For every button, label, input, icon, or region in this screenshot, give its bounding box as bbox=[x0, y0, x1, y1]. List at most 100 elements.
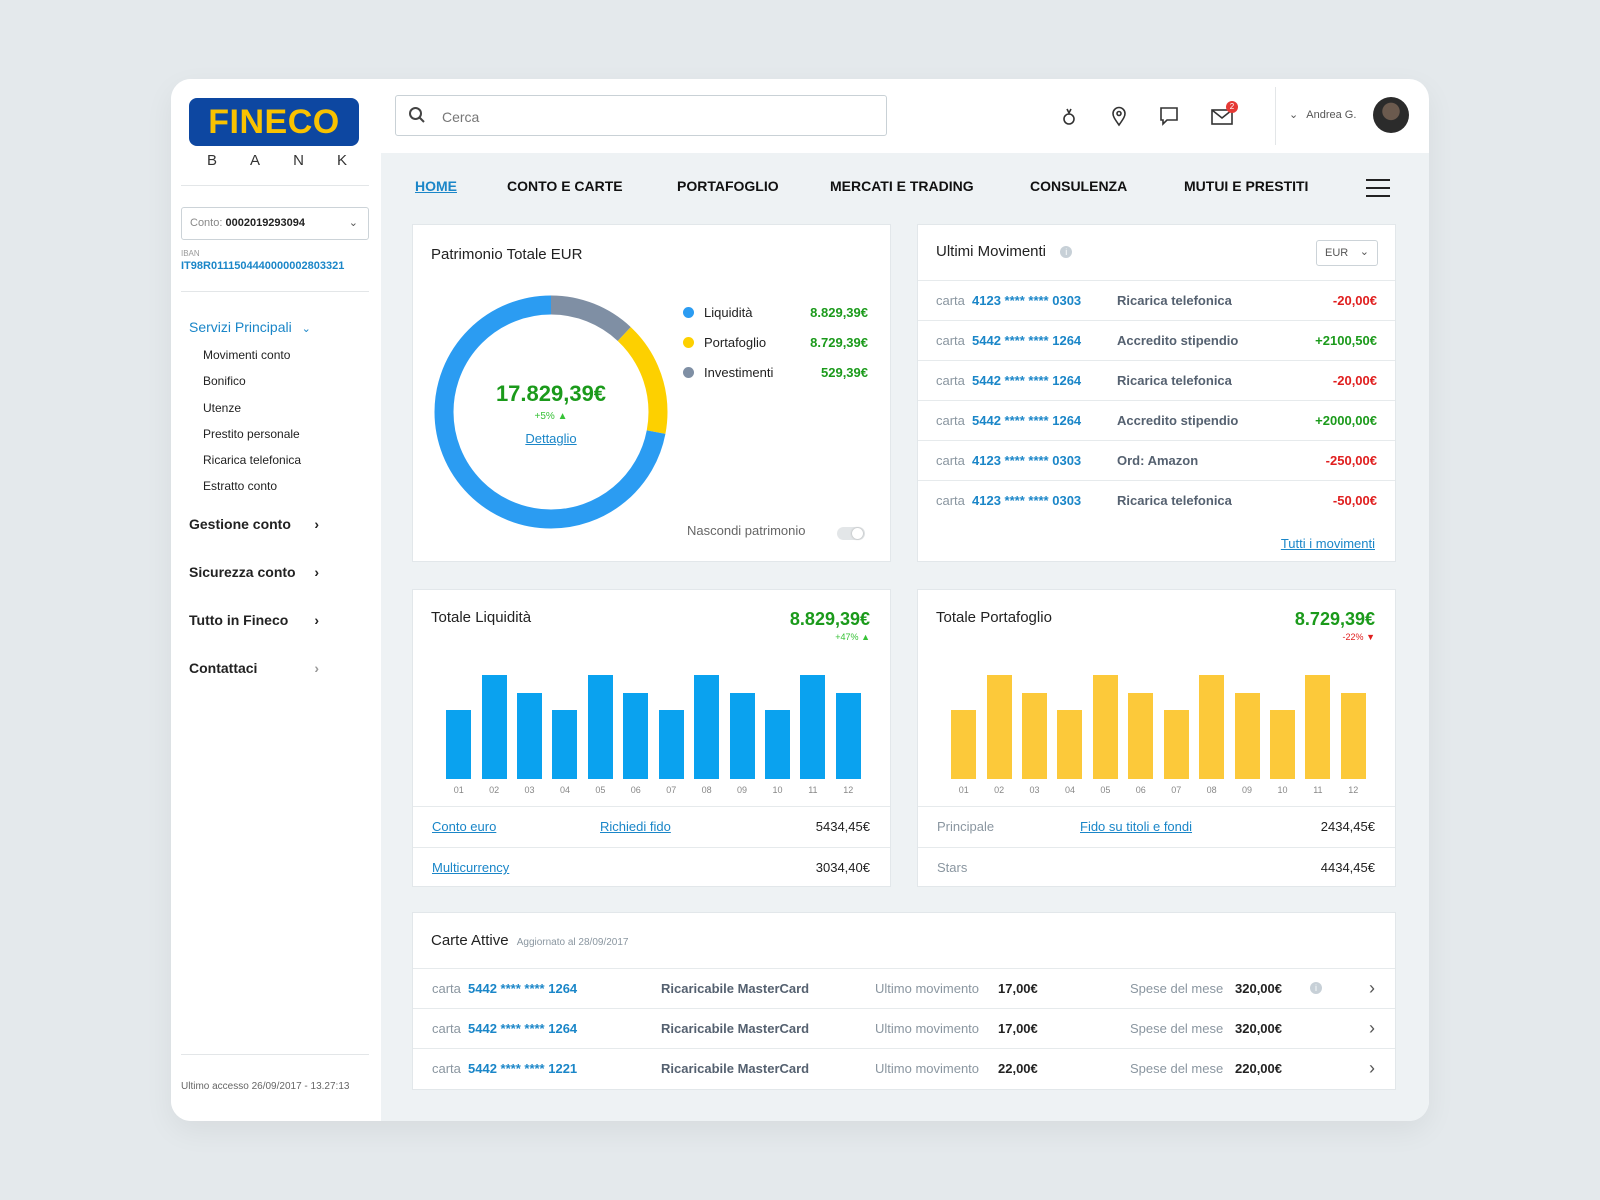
carta-row[interactable]: carta 5442 **** **** 1264 Ricaricabile Mas… bbox=[413, 968, 1395, 1008]
logo-letter: B bbox=[207, 152, 218, 169]
iban-label: IBAN bbox=[181, 249, 200, 258]
tutti-movimenti-link[interactable]: Tutti i movimenti bbox=[1280, 536, 1375, 551]
tab-portafoglio[interactable]: PORTAFOGLIO bbox=[677, 178, 779, 194]
row-amount: 3034,40€ bbox=[815, 860, 870, 875]
chart-bar bbox=[951, 710, 977, 779]
movimento-row[interactable]: carta 5442 **** **** 1264 Ricarica telefon… bbox=[918, 360, 1395, 400]
legend-item-portafoglio: Portafoglio 8.729,39€ bbox=[683, 335, 868, 350]
account-select[interactable]: Conto: 0002019293094 ⌄ bbox=[181, 207, 369, 240]
spese-label: Spese del mese bbox=[1130, 1061, 1224, 1076]
chevron-right-icon[interactable]: › bbox=[1369, 1058, 1375, 1078]
hamburger-menu-icon[interactable] bbox=[1366, 179, 1390, 203]
sidebar-section-tutto[interactable]: Tutto in Fineco › bbox=[189, 612, 319, 628]
movimento-row[interactable]: carta 4123 **** **** 0303 Ricarica telefon… bbox=[918, 280, 1395, 320]
legend-value: 8.729,39€ bbox=[810, 335, 868, 350]
patrimonio-total: 17.829,39€ bbox=[495, 381, 607, 406]
location-icon[interactable] bbox=[1107, 104, 1131, 128]
chevron-down-icon: ⌄ bbox=[348, 217, 358, 229]
tab-mercati[interactable]: MERCATI E TRADING bbox=[830, 178, 974, 194]
legend-label: Investimenti bbox=[704, 365, 774, 380]
fido-titoli-link[interactable]: Fido su titoli e fondi bbox=[1080, 819, 1193, 834]
conto-euro-link[interactable]: Conto euro bbox=[432, 819, 497, 834]
movimento-row[interactable]: carta 4123 **** **** 0303 Ord: Amazon -250,… bbox=[918, 440, 1395, 480]
carta-row[interactable]: carta 5442 **** **** 1221 Ricaricabile Mas… bbox=[413, 1048, 1395, 1088]
carta-row[interactable]: carta 5442 **** **** 1264 Ricaricabile Mas… bbox=[413, 1008, 1395, 1048]
user-menu[interactable]: ⌄ Andrea G. bbox=[1289, 108, 1356, 121]
card-type: Ricaricabile MasterCard bbox=[661, 1021, 810, 1036]
change-value: +5% bbox=[534, 411, 555, 422]
x-tick-label: 12 bbox=[1348, 785, 1359, 795]
chart-bar bbox=[1022, 692, 1048, 779]
legend-item-liquidita: Liquidità 8.829,39€ bbox=[683, 305, 868, 320]
last-move-value: 17,00€ bbox=[998, 1021, 1038, 1036]
sidebar-section-sicurezza[interactable]: Sicurezza conto › bbox=[189, 564, 319, 580]
liquidita-row: Conto euro Richiedi fido 5434,45€ bbox=[413, 806, 890, 846]
chart-bar bbox=[1340, 692, 1366, 779]
chevron-right-icon[interactable]: › bbox=[1369, 1018, 1375, 1038]
carte-title: Carte Attive bbox=[431, 932, 509, 949]
movimento-row[interactable]: carta 5442 **** **** 1264 Accredito stipen… bbox=[918, 400, 1395, 440]
mail-button[interactable]: 2 bbox=[1210, 101, 1238, 129]
search-input[interactable]: Cerca bbox=[395, 95, 887, 136]
divider bbox=[181, 291, 369, 292]
logo-subtitle: B A N K bbox=[207, 152, 347, 169]
services-header[interactable]: Servizi Principali ⌄ bbox=[189, 319, 311, 335]
movimento-row[interactable]: carta 5442 **** **** 1264 Accredito stipen… bbox=[918, 320, 1395, 360]
sidebar-item-estratto[interactable]: Estratto conto bbox=[203, 479, 278, 494]
chevron-right-icon: › bbox=[314, 564, 319, 580]
card-number: 5442 **** **** 1264 bbox=[972, 333, 1082, 348]
sidebar-item-bonifico[interactable]: Bonifico bbox=[203, 374, 246, 389]
chevron-right-icon[interactable]: › bbox=[1369, 978, 1375, 998]
movimento-amount: -20,00€ bbox=[1332, 293, 1377, 308]
movimento-desc: Ord: Amazon bbox=[1117, 453, 1199, 468]
x-tick-label: 01 bbox=[453, 785, 464, 795]
card-type: Ricaricabile MasterCard bbox=[661, 1061, 810, 1076]
movimento-amount: +2100,50€ bbox=[1315, 333, 1377, 348]
sidebar-section-contattaci[interactable]: Contattaci › bbox=[189, 660, 319, 676]
liquidita-x-axis: 01 02 03 04 05 06 07 08 09 10 11 12 bbox=[441, 785, 866, 797]
section-label: Tutto in Fineco bbox=[189, 612, 289, 628]
account-label: Conto: bbox=[190, 217, 223, 229]
chat-icon[interactable] bbox=[1157, 104, 1181, 128]
tab-home[interactable]: HOME bbox=[415, 178, 457, 194]
sidebar-item-ricarica[interactable]: Ricarica telefonica bbox=[203, 453, 302, 468]
liquidita-bar-chart bbox=[441, 675, 866, 779]
tab-conto-carte[interactable]: CONTO E CARTE bbox=[507, 178, 623, 194]
dettaglio-link[interactable]: Dettaglio bbox=[525, 431, 577, 446]
sidebar-section-gestione[interactable]: Gestione conto › bbox=[189, 516, 319, 532]
info-icon[interactable]: i bbox=[1060, 246, 1073, 258]
chart-bar bbox=[623, 692, 649, 779]
account-number: 0002019293094 bbox=[225, 217, 306, 229]
chart-bar bbox=[481, 675, 507, 779]
tab-mutui[interactable]: MUTUI E PRESTITI bbox=[1184, 178, 1309, 194]
chart-bar bbox=[986, 675, 1012, 779]
multicurrency-link[interactable]: Multicurrency bbox=[432, 860, 510, 875]
movimento-row[interactable]: carta 4123 **** **** 0303 Ricarica telefon… bbox=[918, 480, 1395, 520]
sidebar-item-prestito[interactable]: Prestito personale bbox=[203, 426, 300, 441]
chevron-down-icon: ⌄ bbox=[301, 323, 311, 335]
info-icon[interactable]: i bbox=[1310, 982, 1322, 994]
avatar[interactable] bbox=[1373, 97, 1409, 133]
piggy-bank-icon[interactable] bbox=[1057, 104, 1081, 128]
donut-center: 17.829,39€ +5% ▲ Dettaglio bbox=[433, 381, 669, 446]
x-tick-label: 07 bbox=[1171, 785, 1182, 795]
x-tick-label: 11 bbox=[808, 785, 818, 795]
arrow-up-icon: ▲ bbox=[557, 411, 568, 422]
legend-dot bbox=[683, 367, 694, 378]
tab-consulenza[interactable]: CONSULENZA bbox=[1030, 178, 1128, 194]
fineco-logo[interactable]: FINECO bbox=[189, 98, 359, 146]
richiedi-fido-link[interactable]: Richiedi fido bbox=[600, 819, 671, 834]
sidebar-item-utenze[interactable]: Utenze bbox=[203, 400, 242, 415]
row-amount: 4434,45€ bbox=[1320, 860, 1375, 875]
sidebar-item-movimenti[interactable]: Movimenti conto bbox=[203, 348, 291, 362]
hide-patrimonio-label: Nascondi patrimonio bbox=[687, 523, 806, 538]
hide-patrimonio-toggle[interactable] bbox=[837, 527, 865, 540]
donut-slice-portafoglio bbox=[434, 295, 668, 529]
chart-bar bbox=[1234, 692, 1260, 779]
x-tick-label: 06 bbox=[630, 785, 641, 795]
card-title: Carte Attive Aggiornato al 28/09/2017 bbox=[431, 932, 628, 949]
donut-slice-liquidit bbox=[434, 295, 668, 529]
iban-value: IT98R0111504440000002803321 bbox=[181, 260, 345, 272]
currency-select[interactable]: EUR ⌄ bbox=[1316, 240, 1378, 266]
app-window: FINECO B A N K Conto: 0002019293094 ⌄ IB… bbox=[171, 79, 1429, 1121]
